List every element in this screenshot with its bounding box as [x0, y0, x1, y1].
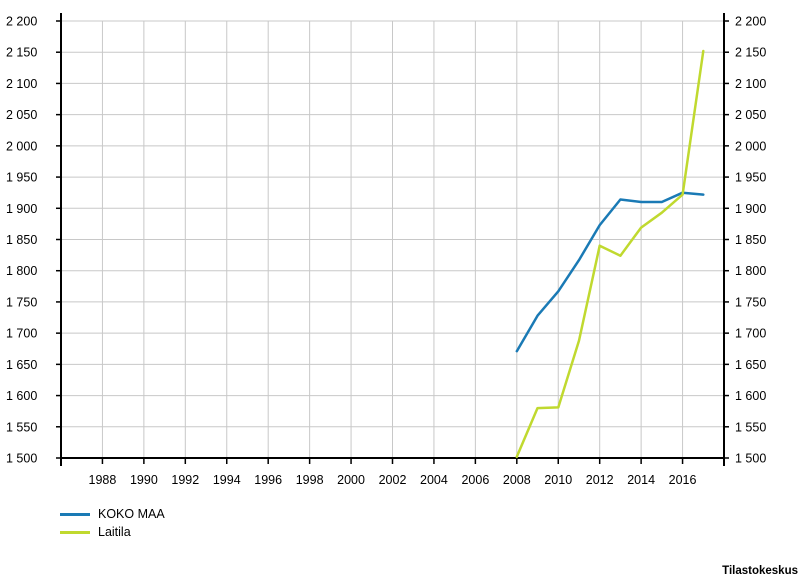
x-tick-label: 2010 [544, 473, 572, 487]
x-tick-label: 1990 [130, 473, 158, 487]
y-tick-label-right: 1 900 [735, 202, 766, 216]
y-tick-label-right: 1 650 [735, 358, 766, 372]
legend-item-laitila: Laitila [60, 523, 165, 541]
y-tick-label-left: 1 700 [6, 327, 37, 341]
x-tick-label: 1998 [296, 473, 324, 487]
series-line-koko-maa [515, 191, 705, 353]
legend-item-koko-maa: KOKO MAA [60, 505, 165, 523]
x-tick-label: 1996 [254, 473, 282, 487]
x-tick-label: 2002 [379, 473, 407, 487]
legend-swatch-koko-maa [60, 512, 90, 516]
x-tick-label: 2016 [669, 473, 697, 487]
y-tick-label-left: 1 800 [6, 264, 37, 278]
y-tick-label-left: 2 200 [6, 15, 37, 29]
y-tick-label-right: 2 000 [735, 139, 766, 153]
y-tick-label-right: 1 850 [735, 233, 766, 247]
legend-label-koko-maa: KOKO MAA [98, 507, 165, 521]
x-tick-label: 2008 [503, 473, 531, 487]
y-tick-label-right: 2 050 [735, 108, 766, 122]
x-tick-label: 2014 [627, 473, 655, 487]
y-tick-label-right: 1 750 [735, 295, 766, 309]
line-chart: 1 500 1 500 1 550 1 550 1 600 1 600 1 650 1 650… [6, 13, 766, 487]
y-tick-label-right: 1 700 [735, 327, 766, 341]
y-tick-label-right: 1 500 [735, 452, 766, 466]
x-tick-label: 2006 [461, 473, 489, 487]
y-tick-label-left: 1 900 [6, 202, 37, 216]
y-tick-label-right: 2 100 [735, 77, 766, 91]
x-tick-label: 1988 [89, 473, 117, 487]
y-tick-label-left: 2 000 [6, 139, 37, 153]
x-tick-label: 2000 [337, 473, 365, 487]
y-tick-label-left: 1 750 [6, 295, 37, 309]
x-tick-label: 2012 [586, 473, 614, 487]
y-tick-label-left: 2 050 [6, 108, 37, 122]
y-tick-label-left: 1 850 [6, 233, 37, 247]
x-tick-label: 1992 [171, 473, 199, 487]
y-tick-label-left: 1 550 [6, 420, 37, 434]
y-tick-label-left: 1 500 [6, 452, 37, 466]
y-tick-label-right: 1 550 [735, 420, 766, 434]
y-tick-label-left: 2 100 [6, 77, 37, 91]
chart-legend: KOKO MAA Laitila [60, 505, 165, 541]
y-tick-label-right: 1 600 [735, 389, 766, 403]
y-tick-label-left: 1 600 [6, 389, 37, 403]
x-tick-label: 1994 [213, 473, 241, 487]
y-tick-label-left: 1 950 [6, 171, 37, 185]
legend-label-laitila: Laitila [98, 525, 131, 539]
y-tick-label-left: 2 150 [6, 46, 37, 60]
source-label: Tilastokeskus [722, 565, 798, 577]
y-tick-label-right: 2 150 [735, 46, 766, 60]
y-tick-label-right: 1 800 [735, 264, 766, 278]
series-line-laitila [515, 49, 705, 459]
x-tick-label: 2004 [420, 473, 448, 487]
y-tick-label-left: 1 650 [6, 358, 37, 372]
y-tick-label-right: 1 950 [735, 171, 766, 185]
y-tick-label-right: 2 200 [735, 15, 766, 29]
legend-swatch-laitila [60, 530, 90, 534]
